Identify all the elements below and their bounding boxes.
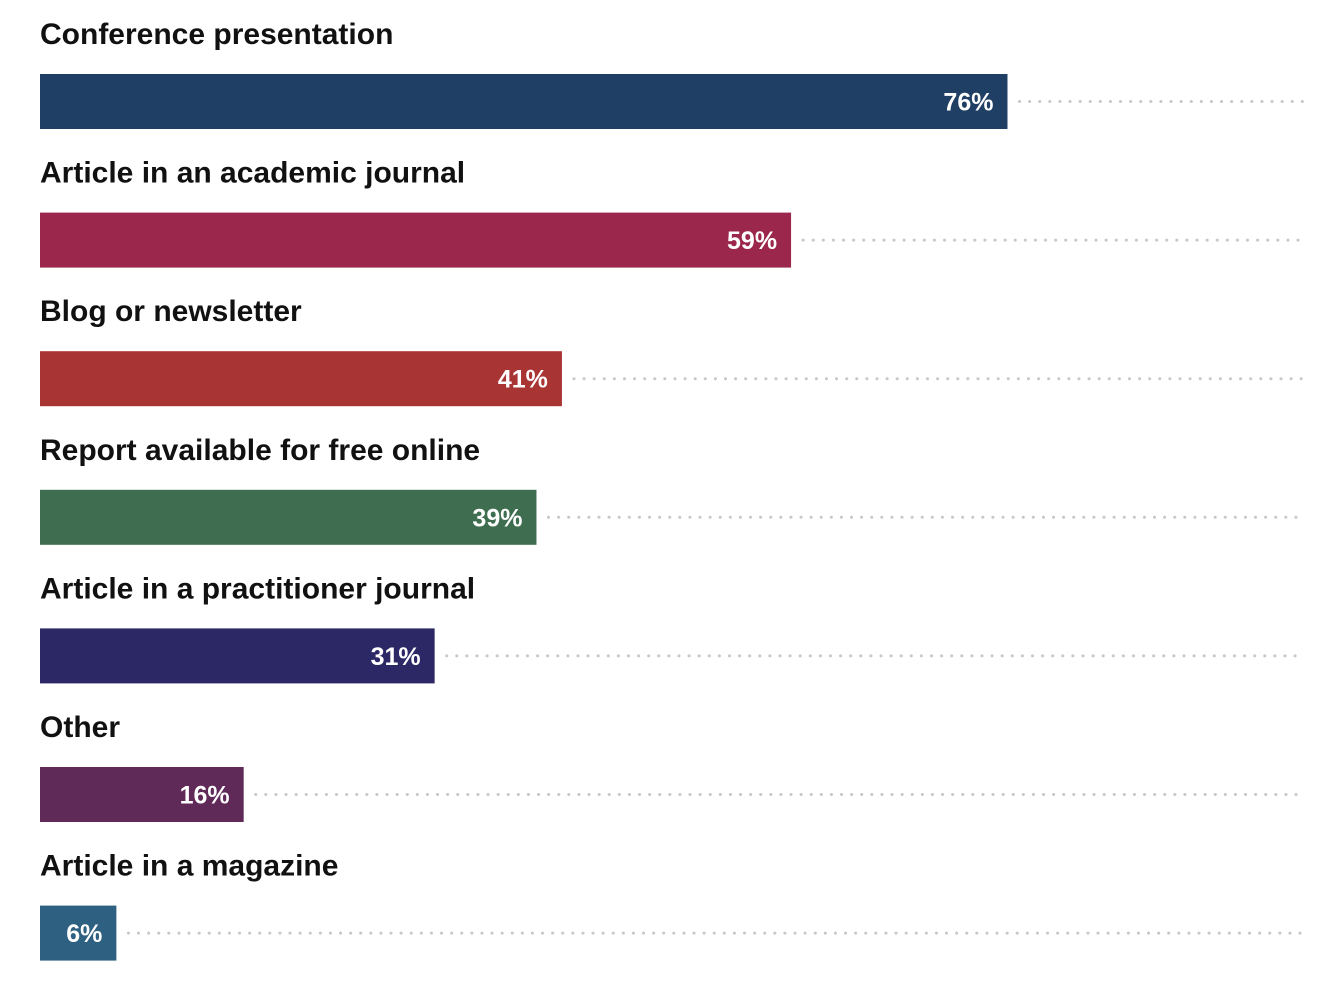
value-label-conference-presentation: 76% bbox=[943, 89, 993, 117]
bar-article-in-a-magazine bbox=[40, 905, 117, 961]
value-label-report-available-for-free-online: 39% bbox=[472, 504, 522, 532]
category-label-article-in-a-magazine: Article in a magazine bbox=[40, 850, 338, 883]
category-label-article-in-an-academic-journal: Article in an academic journal bbox=[40, 157, 465, 190]
bar-other bbox=[40, 767, 244, 822]
category-label-conference-presentation: Conference presentation bbox=[40, 18, 393, 51]
category-label-blog-or-newsletter: Blog or newsletter bbox=[40, 295, 302, 328]
value-label-article-in-a-magazine: 6% bbox=[66, 920, 102, 948]
bar-report-available-for-free-online bbox=[40, 489, 537, 545]
category-label-report-available-for-free-online: Report available for free online bbox=[40, 434, 480, 467]
bar-blog-or-newsletter bbox=[40, 351, 562, 407]
value-label-article-in-a-practitioner-journal: 31% bbox=[371, 643, 421, 671]
category-label-article-in-a-practitioner-journal: Article in a practitioner journal bbox=[40, 572, 475, 605]
value-label-blog-or-newsletter: 41% bbox=[498, 366, 548, 394]
bar-conference-presentation bbox=[40, 74, 1008, 129]
value-label-article-in-an-academic-journal: 59% bbox=[727, 227, 777, 255]
bar-article-in-a-practitioner-journal bbox=[40, 628, 435, 684]
category-label-other: Other bbox=[40, 711, 120, 744]
bar-article-in-an-academic-journal bbox=[40, 212, 792, 268]
value-label-other: 16% bbox=[180, 782, 230, 810]
